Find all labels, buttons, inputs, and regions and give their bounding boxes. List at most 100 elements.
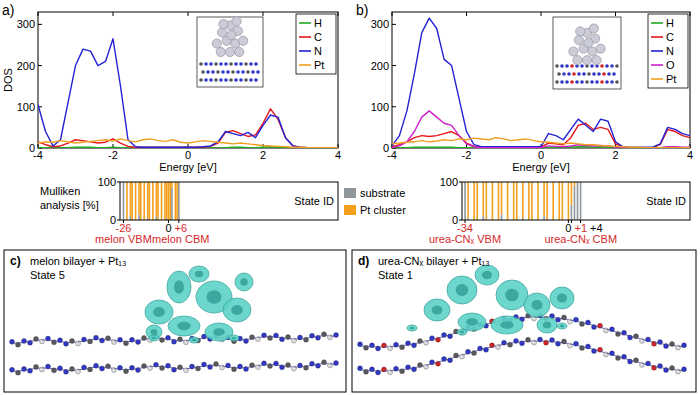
inset-pt-atom xyxy=(589,24,598,33)
atom xyxy=(682,367,687,372)
atom xyxy=(202,362,207,367)
atom xyxy=(616,356,621,361)
orbital-lobe xyxy=(557,323,567,329)
inset-atom xyxy=(600,80,604,84)
state-bar xyxy=(562,182,564,220)
inset-pt-atom xyxy=(592,56,601,65)
atom xyxy=(406,341,411,346)
state-bar xyxy=(175,182,177,220)
orbital-lobe-core xyxy=(560,325,564,328)
state-bar xyxy=(513,182,515,220)
state-bar xyxy=(164,182,166,220)
panel-title: urea-CNₓ bilayer + Pt₁₃ xyxy=(378,255,490,267)
atom xyxy=(70,366,75,371)
atom xyxy=(22,366,27,371)
state-bar xyxy=(552,182,554,220)
dos-line xyxy=(392,123,690,147)
state-bar xyxy=(574,182,576,186)
orbital-lobe xyxy=(447,276,477,304)
state-bar xyxy=(176,182,178,220)
panel-label: c) xyxy=(10,254,21,268)
inset-atom xyxy=(214,78,218,82)
inset-atom xyxy=(199,62,203,66)
legend-label: N xyxy=(314,45,322,57)
atom xyxy=(568,343,573,348)
atom xyxy=(82,337,87,342)
x-tick-label: 4 xyxy=(687,149,693,161)
dos-line xyxy=(392,18,690,147)
y-tick xyxy=(392,24,396,25)
state-bar xyxy=(501,182,503,214)
legend-swatch xyxy=(651,22,663,24)
dos-line xyxy=(38,39,338,148)
x-tick xyxy=(615,12,616,16)
atom xyxy=(328,363,333,368)
x-tick xyxy=(263,12,264,16)
state-bar xyxy=(574,186,576,220)
inset-atom xyxy=(209,62,213,66)
atom xyxy=(418,339,423,344)
inset-atom xyxy=(557,72,561,76)
state-bar xyxy=(486,182,488,220)
state-bar xyxy=(498,182,500,220)
atom xyxy=(454,353,459,358)
legend-swatch xyxy=(299,64,311,66)
y-tick-label: 300 xyxy=(17,18,35,30)
atom xyxy=(592,349,597,354)
inset-structure xyxy=(197,17,263,87)
legend-swatch xyxy=(344,205,356,215)
y-tick-label: 100 xyxy=(371,101,389,113)
atom xyxy=(442,332,447,337)
inset-atom xyxy=(570,80,574,84)
atom xyxy=(664,368,669,373)
structure-panel: c)melon bilayer + Pt₁₃State 5 xyxy=(4,250,346,392)
inset-atom xyxy=(587,72,591,76)
inset-atom xyxy=(226,70,230,74)
atom xyxy=(142,335,147,340)
inset-pt-atom xyxy=(212,39,221,48)
inset-atom xyxy=(224,78,228,82)
atom xyxy=(112,368,117,373)
inset-atom xyxy=(219,62,223,66)
orbital-lobe-core xyxy=(206,290,221,303)
state-bar xyxy=(156,182,158,216)
state-bar xyxy=(577,182,579,220)
y-tick xyxy=(117,220,120,221)
x-tick xyxy=(392,12,393,16)
orbital-lobe xyxy=(223,298,251,322)
state-bar xyxy=(152,182,154,220)
atom xyxy=(70,338,75,343)
orbital-lobe-core xyxy=(232,337,236,340)
inset-atom xyxy=(206,70,210,74)
atom xyxy=(394,366,399,371)
state-bar xyxy=(169,182,171,220)
legend-label: C xyxy=(314,31,322,43)
atom xyxy=(568,319,573,324)
inset-structure xyxy=(553,17,621,89)
inset-atom xyxy=(246,70,250,74)
x-tick xyxy=(571,220,572,223)
state-bar xyxy=(126,182,128,220)
legend: substratePt cluster xyxy=(344,187,406,216)
dos-line xyxy=(392,138,690,148)
inset-atom xyxy=(211,70,215,74)
orbital-lobe xyxy=(491,316,523,334)
x-tick xyxy=(38,12,39,16)
atom xyxy=(310,333,315,338)
inset-atom xyxy=(201,70,205,74)
x-tick xyxy=(541,12,542,16)
inset-atom xyxy=(565,80,569,84)
x-tick-label: -2 xyxy=(462,149,472,161)
state-bar xyxy=(123,182,125,220)
panel-frame xyxy=(352,250,696,392)
state-bar xyxy=(507,182,509,220)
legend-label: H xyxy=(314,17,322,29)
panel-title: melon bilayer + Pt₁₃ xyxy=(30,255,127,267)
atom xyxy=(220,365,225,370)
orbital-lobe xyxy=(524,293,550,317)
series-group xyxy=(38,39,338,148)
plot-frame xyxy=(120,182,338,220)
inset-atom xyxy=(204,78,208,82)
inset-atom xyxy=(615,64,619,68)
state-bar xyxy=(482,182,484,216)
